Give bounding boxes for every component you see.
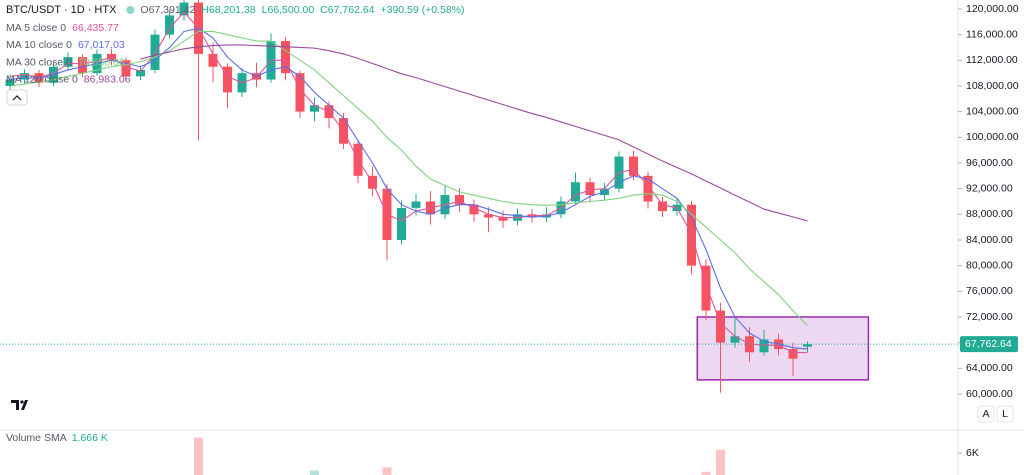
scale-button-label[interactable]: L (1002, 408, 1008, 420)
candle-body (295, 73, 305, 112)
candle-body (643, 175, 653, 202)
candle-body (571, 182, 580, 202)
candle-body (397, 207, 406, 240)
y-tick-label: 112,000.00 (966, 54, 1018, 66)
y-tick-label: 64,000.00 (966, 362, 1013, 374)
candle-body (310, 105, 319, 112)
scale-button[interactable] (996, 405, 1014, 423)
candle-body (788, 349, 798, 359)
candle-body (136, 69, 145, 77)
candle-body (121, 60, 131, 77)
volume-bar (716, 449, 725, 475)
ohlc-label: H68,201.38 (201, 4, 255, 16)
scale-button-label[interactable]: A (982, 408, 989, 420)
candle-body (803, 344, 812, 347)
candle-body (629, 156, 638, 176)
ma-legend-name: MA 5 close 0 (6, 22, 66, 34)
ma-legend-value: 67,017.03 (78, 39, 125, 51)
ohlc-label: L66,500.00 (262, 4, 315, 16)
ma-legend-value: 86,983.06 (84, 74, 131, 86)
ma-line (9, 30, 808, 327)
ohlc-label: O67,391.42 (140, 4, 195, 16)
y-tick-label: 100,000.00 (966, 131, 1019, 143)
candle-body (208, 53, 218, 67)
candle-body (150, 34, 160, 70)
y-tick-label: 84,000.00 (966, 234, 1013, 246)
y-tick-label: 60,000.00 (966, 388, 1013, 400)
ohlc-label: +390.59 (+0.58%) (380, 4, 464, 16)
ma-line (140, 44, 808, 222)
candle-body (165, 15, 174, 35)
candle-body (5, 79, 15, 86)
candle-body (411, 201, 421, 208)
y-tick-label: 72,000.00 (966, 311, 1013, 323)
y-tick-label: 76,000.00 (966, 285, 1013, 297)
candle-body (455, 195, 464, 205)
candle-body (281, 41, 290, 74)
y-tick-label: 96,000.00 (966, 157, 1013, 169)
status-dot (126, 6, 135, 14)
ma-line (9, 27, 808, 350)
volume-bar (310, 470, 319, 475)
y-tick-label: 92,000.00 (966, 182, 1013, 194)
price-pane (0, 0, 958, 393)
symbol-label: BTC/USDT · 1D · HTX (6, 4, 117, 16)
volume-pane (194, 437, 725, 475)
ma-legend-value: 66,435.77 (72, 22, 119, 34)
candle-body (484, 214, 493, 218)
scale-button[interactable] (977, 405, 995, 423)
candle-body (223, 66, 232, 93)
tradingview-logo (11, 400, 28, 410)
candle-body (701, 265, 711, 311)
ma-line (9, 11, 808, 354)
y-tick-label: 88,000.00 (966, 208, 1013, 220)
y-tick-label: 104,000.00 (966, 105, 1019, 117)
y-tick-label: 80,000.00 (966, 259, 1013, 271)
candle-body (78, 57, 87, 74)
candle-body (20, 73, 29, 80)
candle-body (716, 310, 725, 343)
volume-sma: 1.666 K (72, 432, 108, 444)
candle-body (498, 217, 508, 221)
ma-legend-name: MA 30 close 0 (6, 56, 72, 68)
volume-title: Volume SMA (6, 432, 67, 444)
last-price-label: 67,762.64 (965, 338, 1012, 350)
candle-body (469, 204, 479, 215)
y-tick-label: 116,000.00 (966, 28, 1018, 40)
price-axis: 60,000.0064,000.0068,000.0072,000.0076,0… (958, 3, 1019, 459)
volume-bar (701, 471, 711, 475)
volume-bar (194, 437, 203, 475)
candle-body (658, 201, 667, 212)
ma-legend-name: MA 120 close 0 (6, 74, 78, 86)
candle-body (63, 57, 73, 67)
ohlc-label: C67,762.64 (320, 4, 374, 16)
legend: Volume SMA 1.666 K BTC/USDT · 1D · HTX O67,… (6, 4, 465, 444)
ma-legend-value: 70,650.68 (78, 56, 125, 68)
collapse-button[interactable] (6, 89, 28, 106)
volume-bar (382, 467, 392, 475)
candle-body (759, 339, 769, 353)
last-price-tag (960, 336, 1018, 353)
candle-body (730, 336, 740, 343)
volume-tick-label: 6K (966, 447, 979, 459)
y-tick-label: 120,000.00 (966, 3, 1019, 15)
candle-body (585, 182, 595, 196)
candle-body (179, 2, 189, 16)
ma-legend-name: MA 10 close 0 (6, 39, 72, 51)
y-tick-label: 108,000.00 (966, 80, 1019, 92)
